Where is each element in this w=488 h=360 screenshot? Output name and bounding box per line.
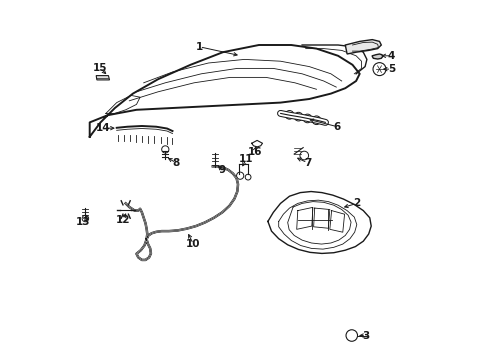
Polygon shape xyxy=(96,76,109,80)
Text: 10: 10 xyxy=(186,239,200,249)
Text: 13: 13 xyxy=(76,217,90,228)
Text: 4: 4 xyxy=(387,51,394,61)
Text: 16: 16 xyxy=(247,147,261,157)
Text: 3: 3 xyxy=(362,330,369,341)
Polygon shape xyxy=(345,40,381,54)
Text: 9: 9 xyxy=(218,165,225,175)
Text: 15: 15 xyxy=(92,63,107,73)
Text: 2: 2 xyxy=(352,198,360,208)
Polygon shape xyxy=(371,54,382,59)
Text: 12: 12 xyxy=(115,215,130,225)
Text: 1: 1 xyxy=(196,42,203,52)
Text: 14: 14 xyxy=(96,123,110,133)
Text: 5: 5 xyxy=(387,64,394,74)
Text: 7: 7 xyxy=(303,158,310,168)
Text: 11: 11 xyxy=(239,154,253,164)
Text: 8: 8 xyxy=(172,158,180,168)
Text: 6: 6 xyxy=(333,122,340,132)
